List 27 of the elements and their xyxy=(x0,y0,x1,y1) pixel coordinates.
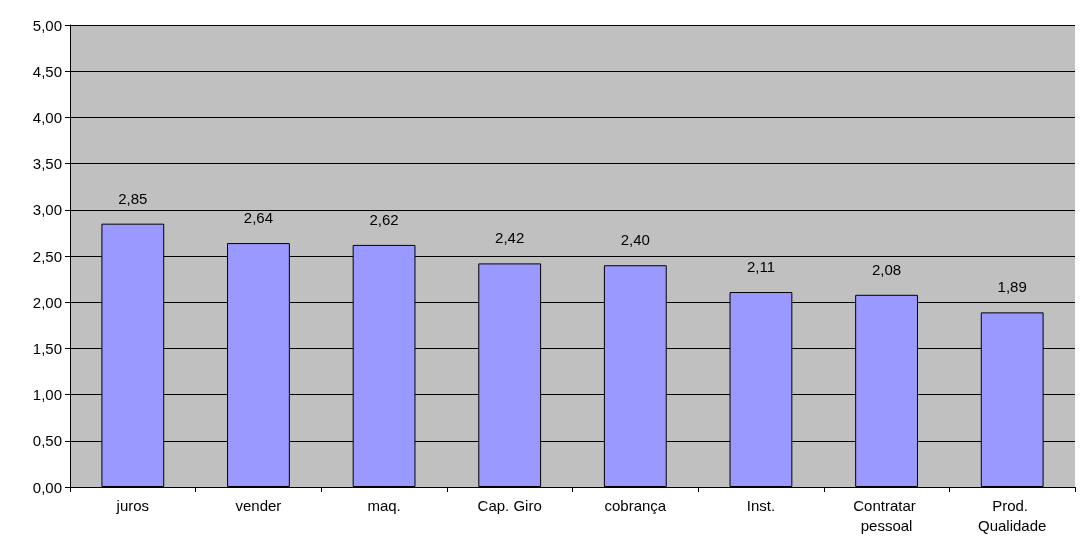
data-label: 2,62 xyxy=(369,210,399,228)
y-tick-label: 3,00 xyxy=(32,201,62,219)
y-tick-label: 2,50 xyxy=(32,247,62,265)
x-tick-label: Inst. xyxy=(746,496,776,514)
x-tick-label: juros xyxy=(115,496,150,514)
y-tick-label: 1,00 xyxy=(32,386,62,404)
x-tick-label: Prod. Qualidade xyxy=(977,496,1047,534)
y-tick-label: 1,50 xyxy=(32,339,62,357)
data-label: 1,89 xyxy=(997,278,1027,296)
y-tick-label: 0,00 xyxy=(32,478,62,496)
data-label: 2,42 xyxy=(495,229,525,247)
data-label: 2,64 xyxy=(243,209,274,227)
data-label: 2,11 xyxy=(746,258,775,276)
data-label: 2,85 xyxy=(118,189,148,207)
y-tick-label: 3,50 xyxy=(32,155,62,173)
y-tick-label: 4,00 xyxy=(32,108,62,126)
x-tick-label: Contratar pessoal xyxy=(853,496,920,534)
y-tick-label: 2,00 xyxy=(32,293,62,311)
x-tick-label: Cap. Giro xyxy=(477,496,542,514)
x-tick-label: cobrança xyxy=(604,496,667,514)
x-tick-label: maq. xyxy=(367,496,401,514)
y-tick-label: 5,00 xyxy=(32,16,62,34)
y-tick-label: 0,50 xyxy=(32,432,62,450)
data-label: 2,08 xyxy=(871,260,902,278)
data-label: 2,40 xyxy=(620,231,650,249)
x-tick-label: vender xyxy=(235,496,282,514)
y-tick-label: 4,50 xyxy=(32,62,62,80)
